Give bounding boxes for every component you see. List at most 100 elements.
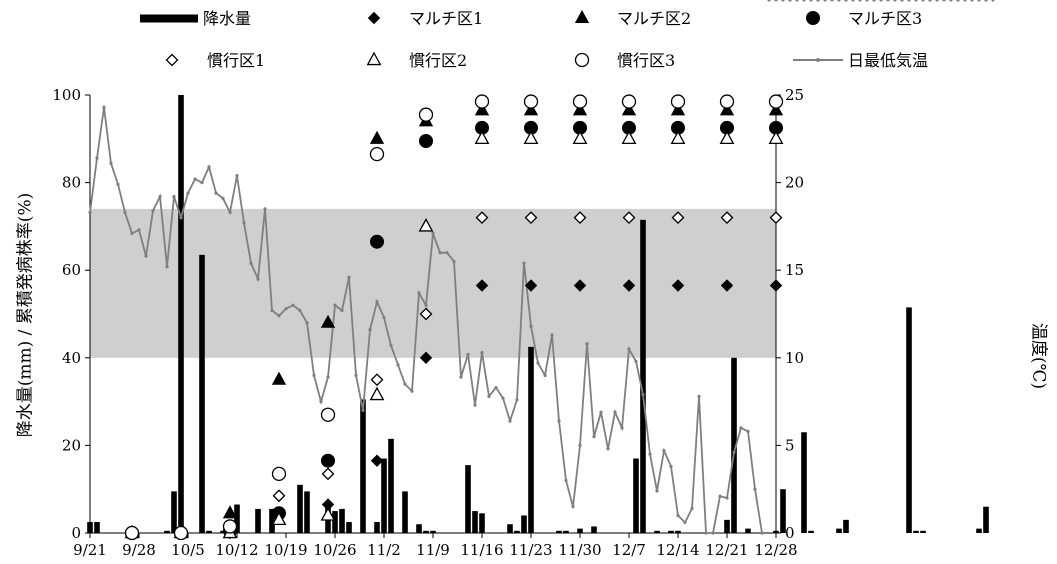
legend-swatch-marker xyxy=(165,53,179,67)
temperature-point xyxy=(347,275,351,279)
disease-point xyxy=(621,102,637,116)
precipitation-bar xyxy=(724,519,730,533)
precipitation-bar xyxy=(388,438,394,533)
x-tick-label: 11/9 xyxy=(416,541,450,559)
temperature-point xyxy=(914,0,918,2)
precipitation-bar xyxy=(745,528,751,533)
temperature-point xyxy=(172,195,176,199)
legend-swatch-marker xyxy=(366,51,382,66)
temperature-point xyxy=(606,447,610,451)
temperature-point xyxy=(802,0,806,2)
disease-point xyxy=(670,102,686,116)
x-tick-label: 10/19 xyxy=(264,541,307,559)
precipitation-bar xyxy=(430,530,436,533)
temperature-point xyxy=(662,449,666,453)
temperature-point xyxy=(697,394,701,398)
temperature-point xyxy=(774,0,778,2)
temperature-point xyxy=(550,333,554,337)
temperature-point xyxy=(389,343,393,348)
temperature-point xyxy=(676,513,680,518)
temperature-point xyxy=(445,251,449,255)
disease-point xyxy=(572,102,588,116)
temperature-point xyxy=(977,0,981,2)
temperature-point xyxy=(683,520,687,525)
temperature-point xyxy=(893,0,897,2)
temperature-point xyxy=(137,228,141,232)
temperature-point xyxy=(480,350,484,355)
temperature-point xyxy=(655,489,659,493)
temperature-point xyxy=(151,209,155,213)
temperature-point xyxy=(536,361,540,365)
temperature-point xyxy=(760,531,764,535)
disease-point xyxy=(671,211,685,225)
temperature-point xyxy=(879,0,883,2)
precipitation-bar xyxy=(591,526,597,533)
temperature-point xyxy=(221,196,225,200)
precipitation-bar xyxy=(563,530,569,533)
temperature-point xyxy=(508,419,512,423)
disease-point xyxy=(124,525,140,541)
disease-point xyxy=(418,107,434,122)
temperature-point xyxy=(487,394,491,398)
temperature-point xyxy=(200,181,204,185)
temperature-point xyxy=(529,324,533,328)
temperature-point xyxy=(382,315,386,320)
y-left-axis-title: 降水量(mm) / 累積発病株率(%) xyxy=(16,193,36,437)
precipitation-bar xyxy=(178,95,184,533)
legend-label: マルチ区1 xyxy=(409,9,483,28)
disease-point xyxy=(621,130,637,145)
legend-swatch-point xyxy=(816,58,820,62)
temperature-point xyxy=(858,0,862,2)
temperature-point xyxy=(291,303,295,307)
y-left-tick-label: 60 xyxy=(62,261,81,279)
temperature-point xyxy=(326,375,330,379)
precipitation-bar xyxy=(423,530,429,533)
disease-point xyxy=(768,94,784,109)
y-right-tick-label: 10 xyxy=(785,349,804,367)
temperature-point xyxy=(620,426,624,430)
x-tick-label: 11/2 xyxy=(367,541,401,559)
precipitation-bar xyxy=(297,484,303,533)
temperature-point xyxy=(991,0,995,2)
disease-point xyxy=(572,130,588,145)
x-tick-label: 11/30 xyxy=(558,541,601,559)
temperature-point xyxy=(102,105,106,109)
precipitation-bar xyxy=(640,219,646,533)
precipitation-bar xyxy=(465,465,471,533)
temperature-point xyxy=(725,496,729,500)
disease-point xyxy=(369,386,385,401)
temperature-point xyxy=(984,0,988,2)
disease-point xyxy=(419,351,433,365)
temperature-point xyxy=(851,0,855,2)
y-left-tick-label: 0 xyxy=(71,524,81,542)
temperature-point xyxy=(431,231,435,236)
x-tick-label: 12/7 xyxy=(612,541,646,559)
x-tick-label: 10/26 xyxy=(313,541,356,559)
disease-point xyxy=(173,525,189,541)
temperature-point xyxy=(627,347,631,351)
temperature-point xyxy=(844,0,848,2)
precipitation-bar xyxy=(206,530,212,533)
temperature-point xyxy=(95,156,99,160)
disease-point xyxy=(720,279,734,292)
temperature-point xyxy=(333,303,337,307)
disease-point xyxy=(419,133,433,148)
disease-point xyxy=(524,211,538,225)
precipitation-bar xyxy=(269,508,275,533)
disease-point xyxy=(720,211,734,225)
disease-point xyxy=(719,102,735,116)
temperature-point xyxy=(578,443,582,447)
temperature-point xyxy=(753,487,757,491)
y-right-axis-title: 温度(℃) xyxy=(1029,323,1049,389)
temperature-point xyxy=(312,373,316,377)
disease-point xyxy=(573,279,587,292)
precipitation-bar xyxy=(731,357,737,533)
temperature-point xyxy=(473,403,477,407)
legend-label: 慣行区1 xyxy=(207,51,265,70)
legend-label: マルチ区3 xyxy=(848,9,922,28)
disease-point xyxy=(321,467,335,481)
legend-item: マルチ区1 xyxy=(367,9,483,28)
temperature-point xyxy=(704,531,708,535)
disease-point xyxy=(369,130,385,144)
precipitation-bar xyxy=(199,254,205,533)
